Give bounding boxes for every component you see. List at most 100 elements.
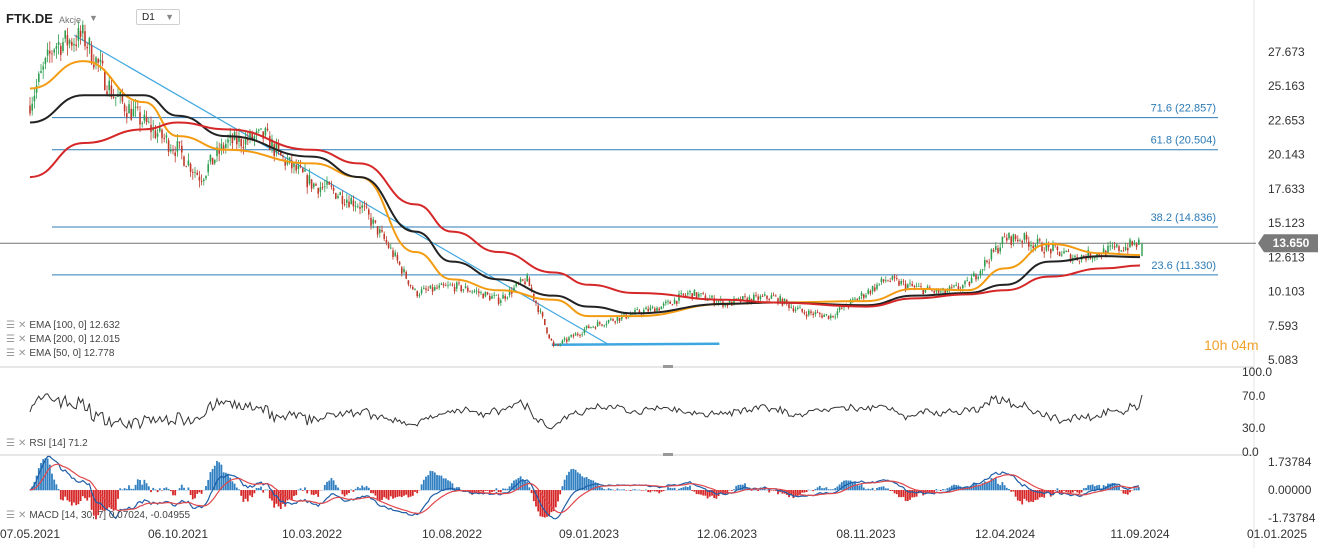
legend-ema200[interactable]: ☰ ✕ EMA [200, 0] 12.015 (6, 334, 120, 345)
candle (984, 256, 986, 271)
close-icon[interactable]: ✕ (17, 348, 27, 359)
macd-histogram-bar (1032, 490, 1035, 503)
candle (123, 102, 126, 117)
settings-icon[interactable]: ☰ (6, 334, 15, 345)
candle-body (673, 299, 676, 304)
close-icon[interactable]: ✕ (17, 438, 27, 449)
candle-body (579, 335, 581, 336)
legend-ema100[interactable]: ☰ ✕ EMA [100, 0] 12.632 (6, 320, 120, 331)
macd-histogram-bar (436, 474, 438, 491)
close-icon[interactable]: ✕ (17, 320, 27, 331)
candle (1111, 242, 1114, 250)
candle-body (605, 323, 608, 325)
legend-macd[interactable]: ☰ ✕ MACD [14, 30, 7] 0.07024, -0.04955 (6, 510, 190, 521)
legend-ema50[interactable]: ☰ ✕ EMA [50, 0] 12.778 (6, 348, 114, 359)
candle-body (93, 64, 95, 68)
trendline (74, 34, 610, 346)
macd-histogram-bar (900, 490, 903, 498)
candle-body (977, 277, 979, 279)
macd-histogram-bar (953, 484, 955, 491)
macd-histogram-bar (81, 490, 84, 497)
candle (493, 291, 495, 299)
macd-histogram-bar (563, 479, 566, 491)
macd-histogram-bar (367, 487, 370, 491)
macd-histogram-bar (805, 490, 808, 492)
macd-axis-tick: 1.73784 (1268, 455, 1312, 469)
macd-histogram-bar (273, 490, 276, 508)
candle-body (693, 289, 696, 296)
candle-body (643, 310, 645, 314)
candle (66, 27, 69, 56)
legend-ema50-text: EMA [50, 0] 12.778 (29, 348, 115, 359)
macd-histogram-bar (532, 490, 535, 502)
macd-histogram-bar (977, 486, 980, 491)
macd-histogram-bar (378, 490, 381, 502)
candle (416, 290, 418, 298)
macd-histogram-bar (77, 490, 80, 505)
candle-body (944, 289, 946, 293)
candle-body (1135, 243, 1138, 248)
candle-body (275, 142, 278, 152)
candle (601, 324, 603, 327)
settings-icon[interactable]: ☰ (6, 438, 15, 449)
candle-body (1087, 249, 1089, 257)
candle (194, 166, 196, 178)
candle-body (803, 312, 806, 314)
candle-body (1008, 232, 1010, 239)
settings-icon[interactable]: ☰ (6, 348, 15, 359)
candle (495, 294, 498, 296)
candle (583, 326, 586, 336)
candle-body (671, 304, 674, 306)
candle-body (460, 285, 462, 292)
close-icon[interactable]: ✕ (17, 334, 27, 345)
candle-body (810, 311, 812, 313)
macd-histogram-bar (84, 490, 86, 499)
macd-histogram-bar (502, 488, 504, 491)
candle (579, 333, 581, 338)
candle-body (858, 297, 861, 300)
candle-body (592, 326, 594, 328)
candle-body (768, 299, 770, 301)
settings-icon[interactable]: ☰ (6, 320, 15, 331)
macd-histogram-bar (504, 488, 507, 491)
candle-body (1091, 257, 1094, 259)
close-icon[interactable]: ✕ (17, 510, 27, 521)
macd-histogram-bar (821, 488, 823, 491)
macd-histogram-bar (174, 490, 177, 496)
candle (216, 141, 218, 162)
macd-histogram-bar (389, 490, 392, 497)
candle (394, 249, 396, 258)
macd-histogram-bar (829, 489, 832, 491)
macd-histogram-bar (946, 488, 949, 491)
candle (869, 289, 872, 296)
candle-body (440, 283, 443, 285)
candle-body (227, 139, 229, 143)
timeframe-select[interactable]: D1 ▼ (136, 9, 180, 25)
candle-body (581, 334, 583, 336)
candle-body (979, 271, 982, 276)
macd-histogram-bar (592, 480, 595, 491)
candle-body (403, 269, 405, 273)
candle-body (636, 309, 638, 311)
candle-body (999, 247, 1001, 252)
candle (139, 105, 141, 133)
symbol-header[interactable]: FTK.DE Akcje ▼ (6, 8, 98, 28)
candle-body (381, 229, 383, 232)
candle (874, 283, 876, 293)
candle-body (293, 162, 295, 167)
candle (170, 144, 172, 154)
macd-histogram-bar (110, 490, 113, 510)
candle (599, 320, 601, 326)
candle (462, 288, 465, 293)
macd-histogram-bar (812, 490, 815, 492)
candle-body (218, 149, 220, 154)
symbol-dropdown-icon[interactable]: ▼ (88, 13, 98, 23)
macd-histogram-bar (891, 490, 894, 492)
candle (865, 292, 867, 299)
macd-histogram-bar (631, 489, 634, 491)
settings-icon[interactable]: ☰ (6, 510, 15, 521)
candle-body (427, 289, 429, 291)
legend-rsi[interactable]: ☰ ✕ RSI [14] 71.2 (6, 438, 88, 449)
candle (315, 182, 317, 186)
